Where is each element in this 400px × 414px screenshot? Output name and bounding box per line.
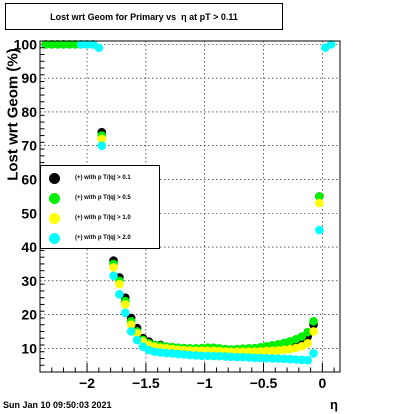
data-point — [268, 354, 277, 363]
legend-marker — [49, 212, 60, 224]
y-tick-label: 100 — [14, 36, 38, 52]
y-tick-label: 90 — [21, 70, 37, 86]
x-tick-label: −1 — [197, 375, 213, 391]
data-point — [53, 40, 62, 49]
data-point — [303, 338, 312, 348]
y-tick-label: 60 — [21, 171, 37, 187]
data-point — [82, 40, 92, 49]
y-axis-label: Lost wrt Geom (%) — [4, 48, 22, 181]
legend-entry: (+) with p T/|q| > 0.1 — [41, 168, 159, 188]
y-tick-label: 10 — [21, 340, 37, 356]
data-markers — [41, 40, 336, 365]
data-point — [41, 40, 51, 49]
x-axis-ticks: −2 −1.5 −1 −0.5 0 — [39, 363, 335, 391]
series-markers — [76, 40, 336, 365]
data-point — [315, 225, 324, 235]
x-tick-label: −0.5 — [250, 375, 278, 391]
data-point — [232, 352, 242, 362]
data-point — [309, 327, 318, 336]
y-tick-label: 30 — [21, 273, 37, 289]
data-point — [47, 40, 57, 49]
data-point — [209, 351, 218, 361]
y-tick-label: 20 — [21, 307, 37, 323]
data-point — [250, 353, 260, 363]
legend-label: (+) with p T/|q| > 0.5 — [75, 195, 131, 201]
legend-marker — [49, 232, 60, 244]
data-point — [297, 332, 307, 341]
data-point — [115, 290, 124, 299]
chart-title: Lost wrt Geom for Primary vs η at pT > 0… — [5, 3, 283, 30]
legend-label: (+) with p T/|q| > 1.0 — [75, 215, 131, 221]
legend: (+) with p T/|q| > 0.1 (+) with p T/|q| … — [40, 165, 160, 249]
data-point — [315, 198, 324, 208]
timestamp: Sun Jan 10 09:50:03 2021 — [3, 400, 112, 410]
legend-marker — [49, 192, 60, 204]
data-point — [132, 335, 142, 345]
x-axis-label: η — [330, 397, 338, 412]
y-tick-label: 80 — [21, 104, 37, 120]
data-point — [76, 40, 86, 49]
data-point — [70, 40, 80, 49]
data-point — [315, 192, 324, 201]
legend-entry: (+) with p T/|q| > 2.0 — [41, 228, 159, 248]
data-point — [126, 327, 136, 336]
y-tick-label: 50 — [21, 205, 37, 221]
data-point — [65, 40, 74, 49]
legend-entry: (+) with p T/|q| > 0.5 — [41, 188, 159, 208]
data-point — [109, 262, 118, 272]
data-point — [97, 141, 107, 151]
x-tick-label: −1.5 — [132, 375, 160, 391]
data-point — [59, 40, 68, 49]
legend-label: (+) with p T/|q| > 2.0 — [75, 235, 131, 241]
data-point — [197, 351, 207, 361]
data-point — [309, 349, 318, 358]
data-point — [326, 40, 336, 49]
data-point — [126, 320, 136, 330]
data-point — [94, 43, 104, 53]
y-tick-label: 70 — [21, 138, 37, 154]
legend-entry: (+) with p T/|q| > 1.0 — [41, 208, 159, 228]
data-point — [120, 300, 130, 309]
legend-label: (+) with p T/|q| > 0.1 — [75, 175, 131, 181]
data-point — [309, 317, 318, 326]
x-tick-label: 0 — [318, 375, 326, 391]
data-point — [115, 279, 124, 289]
data-point — [109, 271, 118, 281]
data-point — [97, 134, 107, 144]
y-tick-label: 40 — [21, 239, 37, 255]
data-point — [120, 308, 130, 318]
data-point — [303, 355, 312, 365]
x-tick-label: −2 — [79, 375, 95, 391]
legend-marker — [49, 172, 60, 184]
y-axis-ticks: 10 20 30 40 50 60 70 80 90 100 — [14, 36, 45, 366]
